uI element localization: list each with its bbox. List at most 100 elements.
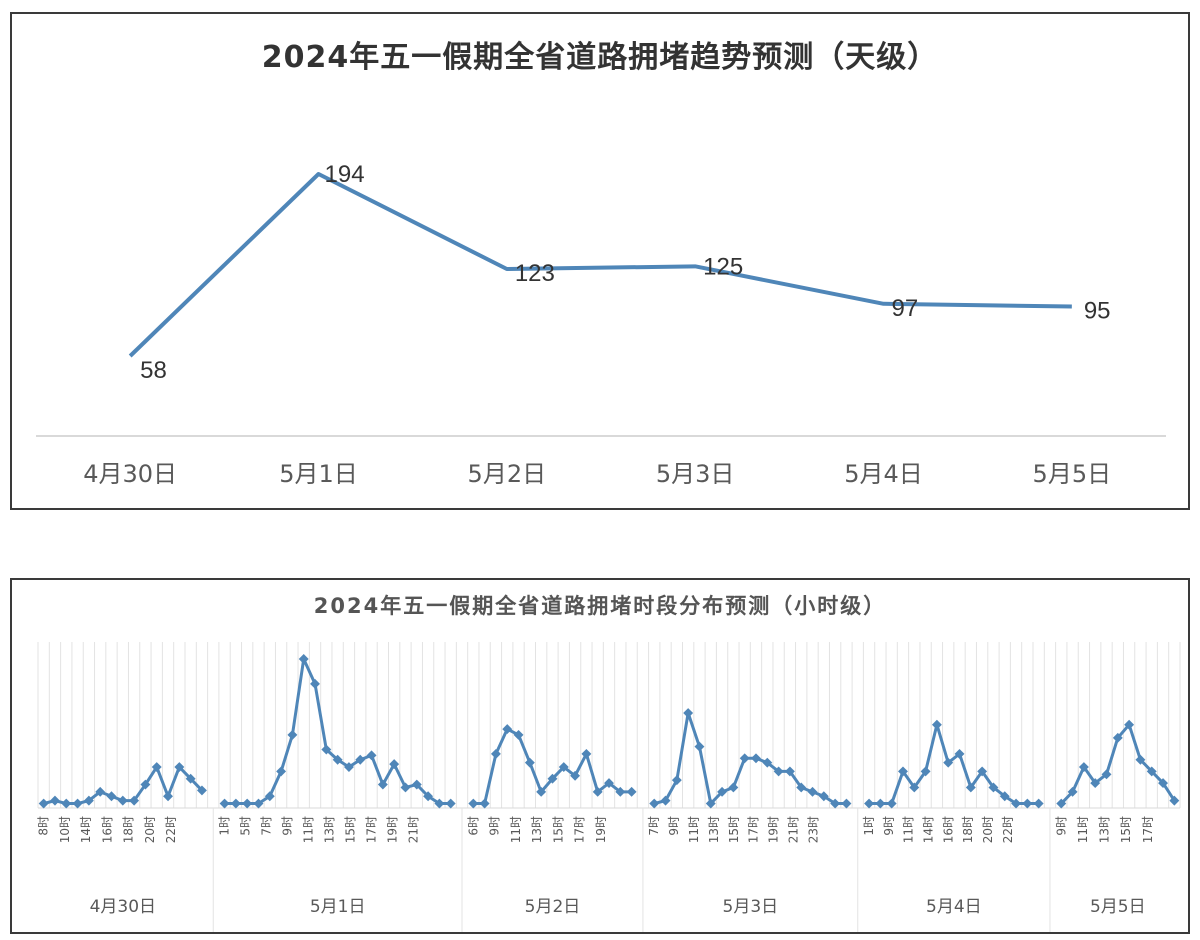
diamond-marker [287, 729, 298, 740]
date-group-label: 5月5日 [1090, 897, 1146, 917]
data-label: 58 [140, 357, 167, 384]
diamond-marker [298, 654, 309, 664]
diamond-marker [1033, 798, 1044, 809]
daily-chart-title: 2024年五一假期全省道路拥堵趋势预测（天级） [261, 40, 939, 75]
date-group-label: 5月1日 [310, 897, 366, 917]
diamond-marker [683, 708, 694, 718]
hour-tick-label: 11时 [902, 816, 916, 843]
diamond-marker [197, 785, 207, 796]
hour-tick-label: 9时 [281, 816, 295, 836]
x-tick-label: 5月2日 [468, 460, 547, 488]
diamond-marker [999, 791, 1010, 802]
x-tick-label: 4月30日 [83, 460, 177, 488]
diamond-marker [626, 786, 637, 797]
diamond-marker [479, 798, 490, 809]
diamond-marker [581, 748, 592, 759]
hour-tick-label: 16时 [941, 816, 955, 843]
diamond-marker [841, 798, 852, 809]
hour-tick-label: 20时 [143, 816, 157, 843]
x-tick-label: 5月1日 [279, 460, 358, 488]
diamond-marker [83, 795, 94, 806]
diamond-marker [490, 748, 501, 759]
hour-tick-label: 11时 [1076, 816, 1090, 843]
data-label: 95 [1084, 297, 1111, 324]
hour-tick-label: 10时 [58, 816, 72, 843]
hour-tick-label: 9时 [1054, 816, 1068, 836]
hour-tick-label: 13时 [1098, 816, 1112, 843]
date-group-label: 4月30日 [90, 897, 156, 917]
data-label: 194 [325, 161, 365, 188]
hour-tick-label: 22时 [164, 816, 178, 843]
hour-tick-label: 9时 [488, 816, 502, 836]
diamond-marker [954, 748, 965, 759]
diamond-marker [773, 766, 784, 777]
diamond-marker [1169, 795, 1180, 806]
diamond-marker [807, 786, 818, 797]
diamond-marker [140, 779, 151, 790]
hour-tick-label: 18时 [961, 816, 975, 843]
diamond-marker [1011, 798, 1021, 809]
diamond-marker [728, 782, 739, 793]
diamond-marker [717, 786, 728, 797]
diamond-marker [649, 798, 660, 809]
diamond-marker [988, 782, 999, 793]
diamond-marker [705, 798, 716, 809]
daily-trend-chart: 2024年五一假期全省道路拥堵趋势预测（天级） 58 194 123 125 97 95 4… [10, 12, 1190, 510]
hour-tick-label: 20时 [981, 816, 995, 843]
data-label: 125 [703, 253, 743, 280]
diamond-marker [1056, 798, 1067, 809]
x-tick-label: 5月3日 [656, 460, 735, 488]
diamond-marker [886, 798, 897, 809]
diamond-marker [242, 798, 253, 809]
diamond-marker [1101, 769, 1112, 780]
hour-tick-label: 13时 [322, 816, 336, 843]
x-tick-label: 5月5日 [1033, 460, 1112, 488]
hour-tick-label: 9时 [667, 816, 681, 836]
hour-tick-label: 15时 [727, 816, 741, 843]
diamond-marker [875, 798, 886, 809]
date-group-label: 5月2日 [525, 897, 581, 917]
diamond-marker [468, 798, 479, 809]
diamond-marker [830, 798, 841, 809]
diamond-marker [570, 770, 581, 781]
diamond-marker [445, 798, 456, 809]
diamond-marker [784, 766, 795, 777]
diamond-marker [536, 786, 547, 797]
hour-tick-label: 19时 [594, 816, 608, 843]
diamond-marker [965, 782, 976, 793]
hour-tick-label: 21时 [786, 816, 800, 843]
diamond-marker [751, 753, 761, 764]
diamond-marker [1090, 778, 1101, 789]
date-group-label: 5月3日 [723, 897, 779, 917]
diamond-marker [185, 773, 196, 784]
daily-line-plot: 58 194 123 125 97 95 4月30日 5月1日 5月2日 5月3日 5月4日 5月5日 [36, 161, 1166, 488]
data-label: 97 [892, 295, 919, 322]
diamond-marker [660, 795, 671, 806]
diamond-marker [411, 779, 422, 790]
diamond-marker [400, 782, 411, 793]
diamond-marker [943, 757, 954, 768]
diamond-marker [977, 766, 988, 777]
data-label: 123 [515, 260, 555, 287]
diamond-marker [219, 798, 230, 809]
diamond-marker [1135, 754, 1146, 765]
diamond-marker [818, 791, 829, 802]
diamond-marker [604, 778, 614, 789]
hour-tick-label: 8时 [37, 816, 51, 836]
diamond-marker [1124, 719, 1135, 730]
diamond-marker [50, 795, 60, 806]
date-group-label: 5月4日 [926, 897, 982, 917]
hour-tick-label: 19时 [767, 816, 781, 843]
hour-tick-label: 7时 [260, 816, 274, 836]
hour-tick-label: 18时 [122, 816, 136, 843]
hour-tick-label: 13时 [707, 816, 721, 843]
diamond-marker [106, 791, 117, 802]
hour-tick-label: 22时 [1001, 816, 1015, 843]
diamond-marker [694, 741, 705, 752]
diamond-marker [671, 775, 682, 786]
hour-tick-label: 15时 [343, 816, 357, 843]
hour-tick-label: 13时 [530, 816, 544, 843]
diamond-marker [762, 757, 773, 768]
diamond-marker [377, 779, 388, 790]
hour-tick-label: 11时 [509, 816, 523, 843]
